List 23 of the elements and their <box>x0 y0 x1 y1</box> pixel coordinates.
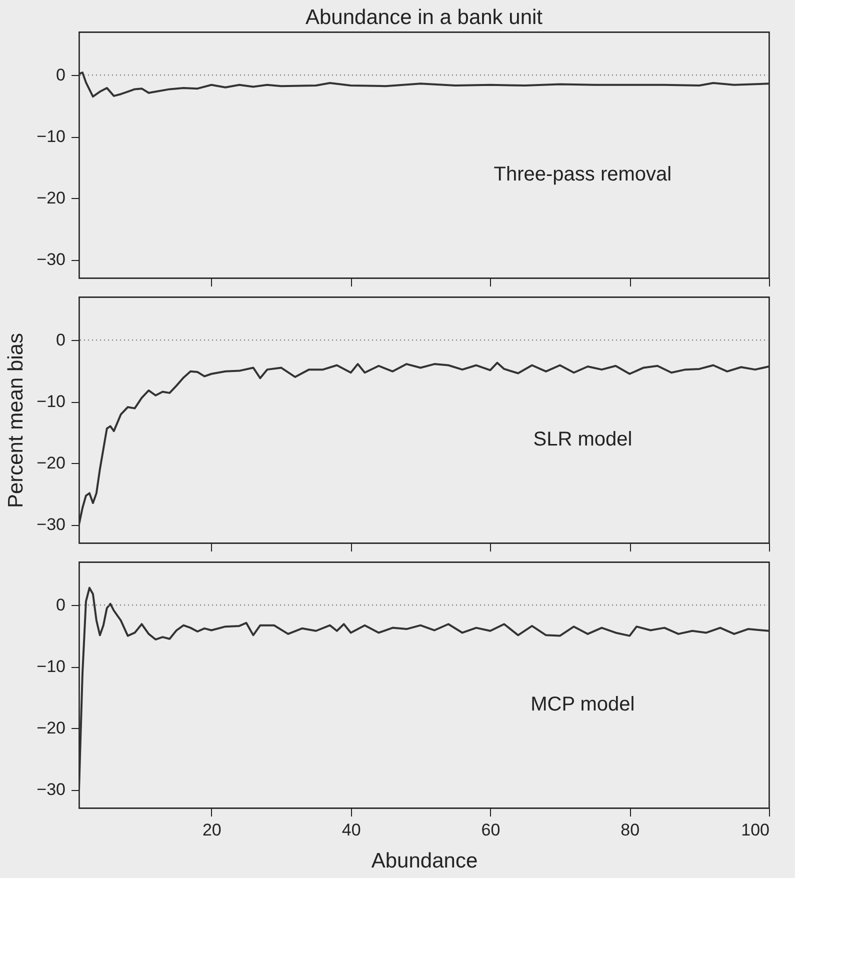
y-tick-label: −10 <box>36 127 66 146</box>
x-tick-label: 20 <box>202 820 222 840</box>
x-tick-label: 100 <box>741 820 770 840</box>
y-tick-label: 0 <box>56 596 66 615</box>
y-tick-label: −20 <box>36 718 66 738</box>
x-axis-title: Abundance <box>371 850 478 872</box>
y-tick-label: −30 <box>36 515 66 534</box>
y-tick-label: −20 <box>36 188 66 208</box>
y-axis-title: Percent mean bias <box>4 332 28 508</box>
y-tick-label: −30 <box>36 250 66 270</box>
y-tick-label: −30 <box>36 780 66 800</box>
chart-title: Abundance in a bank unit <box>305 6 543 29</box>
annotation: MCP model <box>530 694 635 716</box>
annotation: Three-pass removal <box>494 164 672 186</box>
y-tick-label: 0 <box>56 330 66 350</box>
y-tick-label: −10 <box>36 392 66 412</box>
annotation: SLR model <box>533 428 632 451</box>
y-tick-label: 0 <box>56 66 66 85</box>
y-tick-label: −10 <box>36 657 66 676</box>
y-tick-label: −20 <box>36 454 66 473</box>
x-tick-label: 80 <box>620 820 640 840</box>
x-tick-label: 40 <box>342 820 361 840</box>
x-tick-label: 60 <box>481 820 500 840</box>
